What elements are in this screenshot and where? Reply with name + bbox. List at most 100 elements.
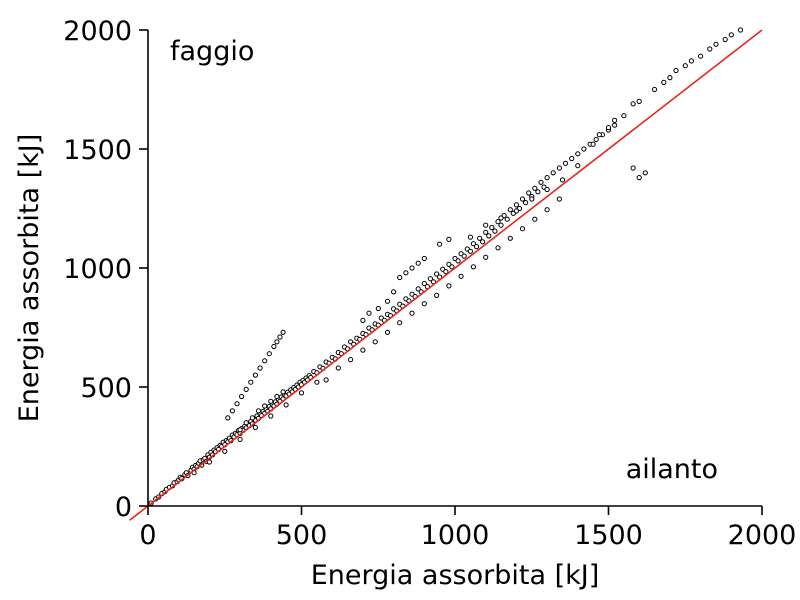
data-point bbox=[480, 239, 486, 245]
data-point bbox=[449, 264, 455, 270]
data-point bbox=[612, 117, 618, 124]
data-point bbox=[409, 265, 415, 271]
data-point bbox=[605, 125, 612, 131]
data-point bbox=[255, 408, 262, 414]
data-point bbox=[544, 207, 550, 213]
data-point bbox=[630, 101, 636, 107]
data-point bbox=[415, 286, 421, 292]
data-point bbox=[556, 165, 563, 171]
data-point bbox=[667, 75, 673, 81]
data-point bbox=[298, 390, 305, 396]
data-point bbox=[348, 357, 354, 363]
data-point bbox=[262, 403, 268, 409]
data-point bbox=[486, 233, 492, 239]
data-point bbox=[612, 122, 618, 128]
data-point bbox=[421, 255, 427, 262]
data-point bbox=[661, 79, 667, 86]
data-point bbox=[544, 175, 550, 181]
data-point bbox=[529, 196, 535, 202]
data-point bbox=[513, 208, 520, 214]
data-point bbox=[532, 216, 538, 222]
data-point bbox=[421, 280, 427, 287]
data-point bbox=[550, 170, 556, 176]
data-point bbox=[492, 228, 498, 234]
data-point bbox=[283, 402, 289, 408]
data-point bbox=[397, 320, 403, 326]
data-point bbox=[532, 185, 538, 191]
y-tick-label: 2000 bbox=[63, 16, 132, 47]
data-point bbox=[688, 58, 695, 64]
data-point bbox=[391, 289, 397, 295]
data-point bbox=[504, 216, 510, 222]
data-point bbox=[274, 393, 280, 400]
data-point bbox=[483, 222, 489, 228]
data-point bbox=[434, 292, 440, 298]
x-axis-title: Energia assorbita [kJ] bbox=[311, 560, 600, 591]
data-point bbox=[249, 415, 255, 421]
data-point bbox=[470, 264, 476, 270]
data-point bbox=[239, 393, 245, 400]
data-point bbox=[446, 283, 452, 289]
data-point bbox=[722, 36, 728, 43]
data-point bbox=[277, 334, 283, 340]
data-point bbox=[535, 189, 541, 195]
data-point bbox=[581, 146, 587, 152]
data-point bbox=[415, 260, 421, 266]
data-point bbox=[737, 27, 744, 33]
data-point bbox=[538, 179, 544, 185]
data-point bbox=[477, 235, 483, 241]
data-point bbox=[446, 236, 452, 242]
data-point bbox=[323, 377, 329, 383]
data-point bbox=[229, 408, 235, 414]
data-point bbox=[513, 202, 520, 208]
y-tick-label: 1000 bbox=[63, 254, 132, 285]
x-tick-label: 500 bbox=[276, 520, 328, 551]
data-point bbox=[519, 196, 526, 202]
data-point bbox=[360, 317, 366, 323]
y-ticks: 0 500 1000 1500 2000 bbox=[63, 16, 148, 523]
data-point bbox=[713, 41, 719, 47]
x-tick-label: 0 bbox=[139, 520, 156, 551]
data-point bbox=[642, 170, 648, 176]
data-point bbox=[237, 427, 243, 433]
data-point bbox=[252, 372, 258, 378]
data-point bbox=[360, 347, 366, 353]
data-point bbox=[366, 310, 372, 316]
data-point bbox=[707, 46, 713, 52]
data-point bbox=[280, 329, 286, 335]
data-point bbox=[682, 63, 688, 69]
data-point bbox=[443, 269, 449, 275]
data-point bbox=[728, 32, 734, 38]
data-point bbox=[257, 365, 263, 371]
data-point bbox=[206, 459, 212, 465]
data-point bbox=[262, 358, 268, 364]
data-point bbox=[559, 177, 566, 183]
data-point bbox=[403, 270, 409, 276]
points-layer bbox=[148, 27, 744, 506]
data-point bbox=[434, 271, 440, 277]
data-point bbox=[673, 67, 679, 74]
data-point bbox=[268, 398, 274, 404]
data-point bbox=[384, 329, 391, 335]
data-point bbox=[544, 186, 550, 193]
x-ticks: 0 500 1000 1500 2000 bbox=[139, 506, 796, 551]
reference-line bbox=[129, 29, 763, 521]
y-axis-title: Energia assorbita [kJ] bbox=[14, 134, 45, 423]
data-point bbox=[636, 175, 642, 181]
data-point bbox=[266, 351, 272, 357]
data-point bbox=[495, 219, 501, 225]
data-point bbox=[427, 276, 433, 282]
data-point bbox=[575, 163, 581, 169]
data-point bbox=[243, 386, 249, 392]
data-point bbox=[458, 273, 464, 279]
data-point bbox=[630, 165, 636, 171]
data-point bbox=[271, 343, 277, 350]
data-point bbox=[314, 379, 320, 385]
y-tick-label: 0 bbox=[115, 492, 132, 523]
data-point bbox=[698, 53, 704, 59]
data-point bbox=[569, 155, 575, 162]
data-point bbox=[252, 424, 258, 431]
data-point bbox=[483, 254, 489, 260]
data-point bbox=[507, 207, 513, 213]
data-point bbox=[519, 226, 526, 232]
